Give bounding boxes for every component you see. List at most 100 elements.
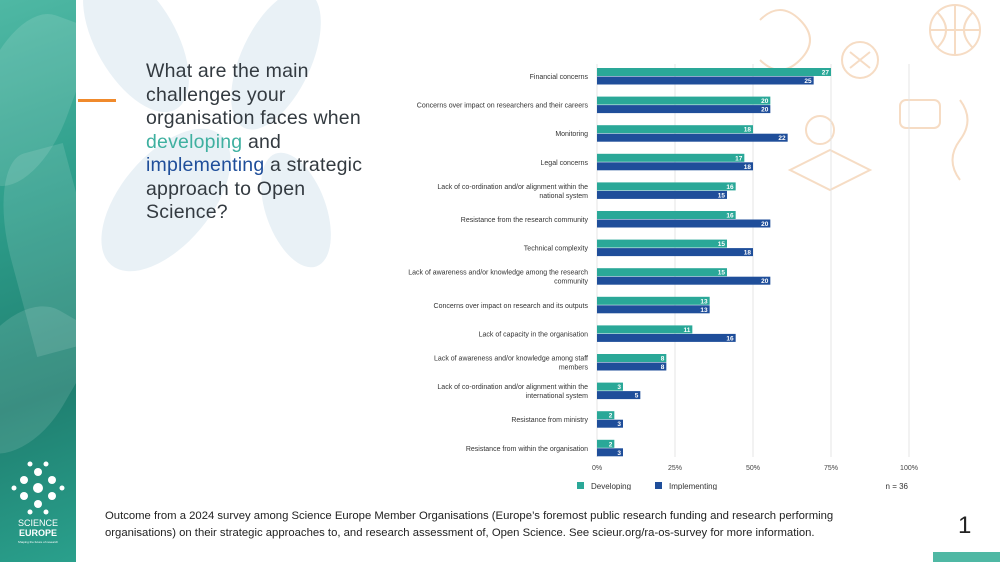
x-tick-label: 75% — [824, 465, 838, 472]
bar-implementing — [597, 276, 771, 285]
category-label: Lack of awareness and/or knowledge among… — [408, 270, 588, 277]
bar-value-label: 11 — [683, 327, 690, 334]
bar-developing — [597, 182, 736, 191]
background-leaf-pattern — [83, 0, 331, 272]
x-tick-label: 100% — [900, 465, 918, 472]
bar-value-label: 18 — [744, 127, 752, 134]
question-part-1: What are the main challenges your organi… — [146, 60, 361, 129]
bar-implementing — [597, 190, 727, 199]
bar-value-label: 2 — [609, 413, 613, 420]
category-label: Lack of awareness and/or knowledge among… — [434, 356, 588, 363]
bar-value-label: 22 — [778, 135, 786, 142]
question-part-2: and — [242, 130, 282, 153]
bar-developing — [597, 439, 615, 448]
bar-developing — [597, 325, 693, 334]
category-label: Concerns over impact on researchers and … — [417, 103, 589, 110]
question-part-3: a strategic approach to Open Science? — [146, 154, 363, 223]
bar-implementing — [597, 219, 771, 228]
logo-line-2: EUROPE — [19, 528, 57, 538]
bar-value-label: 15 — [718, 192, 726, 199]
bar-value-label: 17 — [735, 155, 743, 162]
bar-developing — [597, 125, 753, 134]
category-label: Lack of co-ordination and/or alignment w… — [437, 384, 588, 391]
bar-implementing — [597, 391, 641, 400]
x-tick-label: 25% — [668, 465, 682, 472]
category-label: national system — [539, 193, 588, 200]
bar-value-label: 13 — [700, 298, 708, 305]
bar-developing — [597, 268, 727, 277]
bar-implementing — [597, 162, 753, 171]
bar-developing — [597, 296, 710, 305]
bar-value-label: 3 — [617, 384, 621, 391]
question-word-developing: developing — [146, 130, 243, 153]
bar-implementing — [597, 448, 623, 457]
bar-value-label: 13 — [700, 307, 708, 314]
bottom-accent-bar — [933, 552, 1000, 562]
bar-developing — [597, 96, 771, 105]
bar-developing — [597, 68, 831, 76]
category-label: Lack of co-ordination and/or alignment w… — [437, 184, 588, 191]
bar-value-label: 25 — [804, 78, 812, 85]
bar-value-label: 8 — [661, 356, 665, 363]
bar-implementing — [597, 133, 788, 142]
bar-developing — [597, 153, 745, 162]
bar-value-label: 16 — [726, 213, 734, 220]
bar-implementing — [597, 419, 623, 428]
bar-value-label: 20 — [761, 221, 769, 228]
bar-implementing — [597, 248, 753, 257]
category-label: members — [559, 365, 589, 372]
category-label: Resistance from within the organisation — [466, 446, 588, 453]
bar-implementing — [597, 362, 667, 371]
category-label: Monitoring — [555, 131, 588, 138]
category-label: Resistance from the research community — [461, 217, 589, 224]
x-tick-label: 50% — [746, 465, 760, 472]
bar-value-label: 18 — [744, 250, 752, 257]
category-label: Resistance from ministry — [511, 417, 588, 424]
bar-value-label: 18 — [744, 164, 752, 171]
category-label: Concerns over impact on research and its… — [434, 303, 589, 310]
logo-line-3: Shaping the future of research — [18, 540, 59, 544]
bar-developing — [597, 239, 727, 248]
bar-value-label: 27 — [822, 70, 830, 77]
category-label: community — [554, 279, 588, 286]
decorative-science-icons — [759, 4, 981, 192]
bar-value-label: 2 — [609, 441, 613, 448]
question-heading: What are the main challenges your organi… — [146, 60, 386, 225]
bar-value-label: 3 — [617, 421, 621, 428]
bar-value-label: 16 — [726, 184, 734, 191]
sample-size-label: n = 36 — [886, 482, 909, 490]
category-label: Financial concerns — [530, 74, 589, 81]
survey-footnote: Outcome from a 2024 survey among Science… — [105, 510, 834, 539]
logo-line-1: SCIENCE — [18, 518, 58, 528]
bar-value-label: 8 — [661, 364, 665, 371]
bar-implementing — [597, 305, 710, 314]
bar-implementing — [597, 105, 771, 114]
science-europe-logo: SCIENCE EUROPE Shaping the future of res… — [11, 461, 65, 544]
bar-developing — [597, 382, 623, 391]
bar-value-label: 3 — [617, 450, 621, 457]
page-number: 1 — [958, 512, 972, 539]
challenges-bar-chart: 0% 25% 50% 75% 100% Financial concerns 27 25 Con… — [408, 64, 918, 490]
bar-value-label: 15 — [718, 241, 726, 248]
legend-label-developing: Developing — [591, 482, 631, 490]
bar-developing — [597, 411, 615, 420]
category-label: Lack of capacity in the organisation — [479, 331, 588, 338]
bar-value-label: 20 — [761, 278, 769, 285]
accent-line — [78, 99, 116, 102]
question-word-implementing: implementing — [146, 154, 265, 176]
bar-value-label: 20 — [761, 107, 769, 114]
category-label: international system — [526, 393, 588, 400]
x-tick-label: 0% — [592, 465, 602, 472]
bar-value-label: 20 — [761, 98, 769, 105]
legend-swatch-implementing — [655, 482, 662, 489]
legend-swatch-developing — [577, 482, 584, 489]
legend-label-implementing: Implementing — [669, 482, 717, 490]
bar-developing — [597, 354, 667, 362]
bar-value-label: 16 — [726, 335, 734, 342]
category-label: Legal concerns — [541, 160, 589, 167]
bar-developing — [597, 211, 736, 219]
bar-value-label: 15 — [718, 270, 726, 277]
bar-implementing — [597, 76, 814, 85]
category-label: Technical complexity — [524, 246, 589, 253]
bar-implementing — [597, 333, 736, 342]
